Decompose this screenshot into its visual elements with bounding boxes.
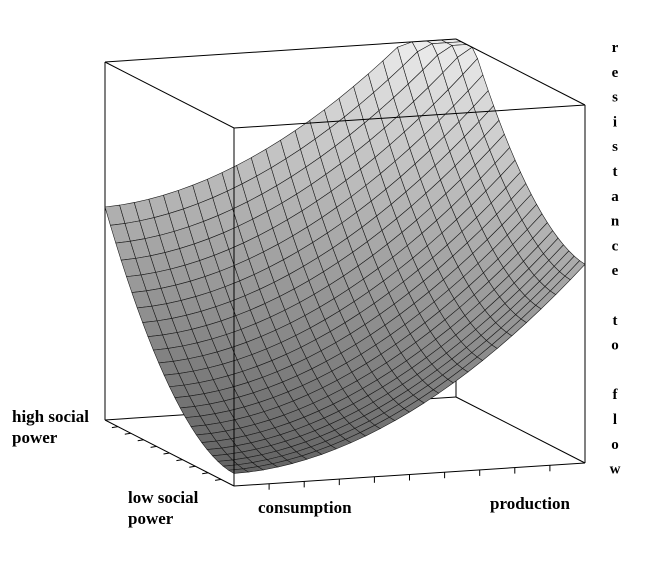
tick xyxy=(137,439,144,442)
z-axis-label: resistance to flow xyxy=(607,40,623,487)
depth-near-label: low social power xyxy=(128,488,199,528)
box-edge xyxy=(455,396,586,464)
tick xyxy=(189,465,196,468)
box-edge xyxy=(233,104,586,129)
tick xyxy=(111,426,118,429)
tick xyxy=(215,478,222,481)
x-right-label: production xyxy=(490,494,570,513)
tick xyxy=(150,445,157,448)
tick xyxy=(176,459,183,462)
tick xyxy=(124,432,131,435)
x-left-label: consumption xyxy=(258,498,352,517)
box-edge xyxy=(104,38,457,63)
tick xyxy=(202,472,209,475)
box-edge xyxy=(104,61,235,129)
tick xyxy=(163,452,170,455)
box-edge xyxy=(455,38,586,106)
depth-far-label: high social power xyxy=(12,407,89,447)
